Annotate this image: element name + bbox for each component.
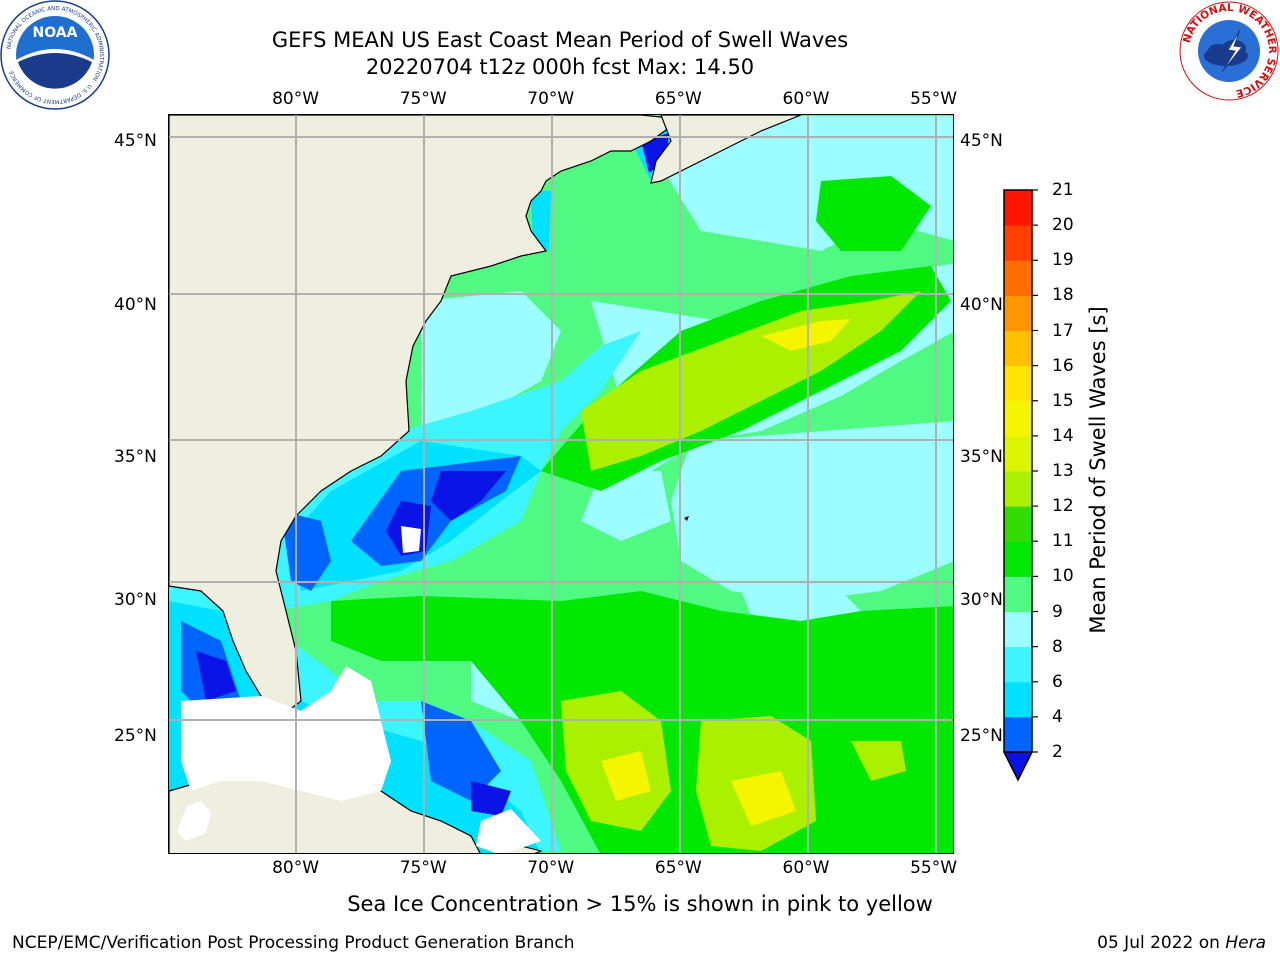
colorbar-tick-label: 11 [1052,531,1074,552]
noaa-logo-text: NOAA [33,25,78,41]
period-14-15-regions [601,319,851,826]
map-graticule [169,115,953,853]
colorbar-bin [1004,471,1032,507]
colorbar-bin [1004,716,1032,753]
latitude-label-right: 25°N [960,726,1003,747]
credit-right: 05 Jul 2022 on Hera [1097,933,1266,953]
longitude-label-top: 75°W [399,89,447,109]
longitude-label-top: 70°W [527,89,575,109]
colorbar-bin [1004,506,1032,542]
colorbar-tick-label: 9 [1052,601,1063,622]
colorbar-tick-label: 21 [1052,180,1074,200]
colorbar-tick-label: 16 [1052,355,1074,376]
longitude-label-bot: 65°W [654,858,702,878]
colorbar-tick-label: 8 [1052,636,1063,657]
longitude-label-top: 60°W [782,89,830,109]
colorbar-label: Mean Period of Swell Waves [s] [1086,306,1110,634]
latitude-label-left: 30°N [114,590,157,611]
longitude-label-top: 65°W [654,89,702,109]
longitude-label-bot: 55°W [910,858,958,878]
colorbar-bin [1004,400,1032,437]
colorbar-tick-label: 19 [1052,250,1074,271]
latitude-label-right: 45°N [960,131,1003,152]
longitude-label-bot: 60°W [782,858,830,878]
map-title: GEFS MEAN US East Coast Mean Period of S… [271,28,849,52]
colorbar-bin [1004,611,1032,648]
colorbar-bin [1004,330,1032,367]
noaa-logo: NOAA NATIONAL OCEANIC AND ATMOSPHERIC AD… [0,0,110,110]
credit-left: NCEP/EMC/Verification Post Processing Pr… [12,933,575,953]
colorbar-tick-label: 4 [1052,706,1063,727]
no-data-areas [181,526,541,853]
colorbar-bin [1004,225,1032,261]
colorbar-bin [1004,435,1032,472]
sea-ice-footnote: Sea Ice Concentration > 15% is shown in … [347,892,933,916]
colorbar-tick-label: 12 [1052,496,1074,517]
colorbar-tick-label: 10 [1052,566,1074,587]
colorbar-bin [1004,190,1032,226]
latitude-label-left: 40°N [114,295,157,316]
credit-host: Hera [1225,933,1266,953]
colorbar-tick-label: 18 [1052,285,1074,306]
colorbar-tick-label: 17 [1052,320,1074,341]
longitude-label-top: 55°W [910,89,958,109]
longitude-label-top: 80°W [272,89,320,109]
colorbar-bin [1004,260,1032,296]
colorbar-bin [1004,365,1032,402]
colorbar-tick-label: 20 [1052,215,1074,236]
colorbar-tick-label: 13 [1052,461,1074,481]
latitude-label-left: 25°N [114,726,157,747]
latitude-label-left: 35°N [114,447,157,468]
longitude-label-bot: 75°W [399,858,447,878]
credit-date: 05 Jul 2022 on [1097,933,1220,953]
colorbar-bin [1004,646,1032,683]
colorbar-tick-label: 2 [1052,742,1063,762]
colorbar-bin [1004,295,1032,331]
swell-period-map [169,115,953,853]
map-subtitle: 20220704 t12z 000h fcst Max: 14.50 [365,55,755,79]
colorbar-bin [1004,681,1032,718]
colorbar-tick-label: 6 [1052,671,1063,692]
nws-logo: NATIONAL WEATHER SERVICE [1179,1,1279,101]
colorbar-tick-label: 14 [1052,425,1074,446]
longitude-label-bot: 80°W [272,858,320,878]
longitude-label-bot: 70°W [527,858,575,878]
latitude-label-right: 40°N [960,295,1003,316]
colorbar-underflow-triangle [1002,751,1034,782]
map-panel [168,114,954,854]
latitude-label-right: 30°N [960,590,1003,611]
latitude-label-right: 35°N [960,447,1003,468]
latitude-label-left: 45°N [114,131,157,152]
colorbar-bin [1004,576,1032,612]
colorbar [1002,189,1038,782]
colorbar-tick-label: 15 [1052,390,1074,411]
colorbar-bin [1004,541,1032,577]
